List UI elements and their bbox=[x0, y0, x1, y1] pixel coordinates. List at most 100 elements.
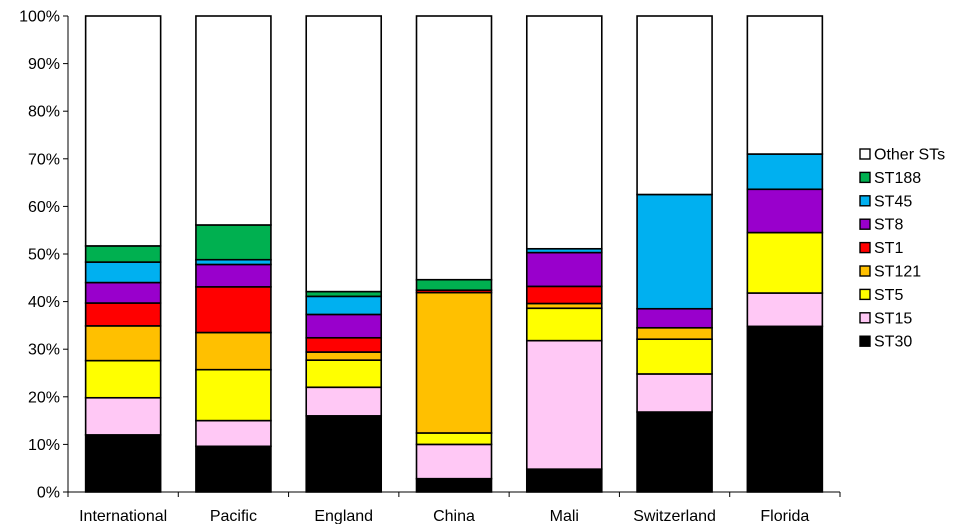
bar-segment-china-other-sts bbox=[415, 15, 493, 281]
bar-segment-china-st15 bbox=[415, 443, 493, 480]
bar-segment-florida-st30 bbox=[746, 325, 824, 493]
y-axis: 0% 10% 20% 30% 40% 50% 60% 70% 80% 90% 100% bbox=[19, 9, 69, 502]
bar-segment-switzerland-other-sts bbox=[636, 15, 713, 196]
legend-swatch-st45 bbox=[859, 195, 871, 207]
bar-segment-mali-st8 bbox=[525, 251, 603, 288]
bar-group-mali bbox=[525, 15, 603, 493]
x-tick-label-mali: Mali bbox=[550, 508, 579, 524]
legend-swatch-st121 bbox=[859, 265, 871, 277]
y-tick-label: 80% bbox=[28, 104, 60, 121]
legend-item-st45: ST45 bbox=[859, 193, 912, 210]
bar-group-florida bbox=[746, 15, 824, 493]
y-tick-label: 70% bbox=[28, 151, 60, 168]
bar-segment-pacific-st1 bbox=[195, 286, 272, 334]
x-axis: International Pacific England China Mali Swit… bbox=[67, 491, 841, 524]
legend-item-st30: ST30 bbox=[859, 334, 912, 351]
x-tick-label-switzerland: Switzerland bbox=[633, 508, 716, 524]
bar-segment-mali-st15 bbox=[525, 339, 603, 470]
bar-group-england bbox=[305, 15, 383, 493]
legend-label-st5: ST5 bbox=[874, 287, 903, 304]
legend-label-st121: ST121 bbox=[874, 264, 921, 281]
bar-segment-mali-other-sts bbox=[525, 15, 603, 250]
x-tick-label-pacific: Pacific bbox=[210, 508, 257, 524]
legend-label-st45: ST45 bbox=[874, 193, 912, 210]
bar-segment-international-st5 bbox=[84, 359, 162, 399]
bar-segment-china-st5 bbox=[415, 432, 493, 446]
bar-segment-england-st121 bbox=[305, 351, 383, 361]
y-tick-label: 90% bbox=[28, 56, 60, 73]
bar-segment-switzerland-st15 bbox=[636, 373, 713, 413]
x-tick-label-florida: Florida bbox=[760, 508, 809, 524]
bar-segment-pacific-st8 bbox=[195, 263, 272, 288]
y-tick-label: 0% bbox=[37, 485, 60, 502]
bar-segment-international-st188 bbox=[84, 245, 162, 263]
y-tick-label: 30% bbox=[28, 342, 60, 359]
bar-segment-florida-st15 bbox=[746, 292, 824, 328]
bar-segment-international-st1 bbox=[84, 302, 162, 327]
bar-segment-international-st121 bbox=[84, 325, 162, 362]
legend-swatch-st30 bbox=[859, 335, 871, 347]
legend-swatch-st188 bbox=[859, 171, 871, 184]
legend-item-st15: ST15 bbox=[859, 310, 912, 327]
bar-segment-pacific-other-sts bbox=[195, 15, 272, 226]
bar-segment-international-other-sts bbox=[84, 15, 162, 247]
bar-segment-pacific-st15 bbox=[195, 419, 272, 448]
bar-segment-switzerland-st30 bbox=[636, 411, 713, 493]
legend-label-st188: ST188 bbox=[874, 170, 921, 187]
bar-segment-mali-st30 bbox=[525, 468, 603, 493]
bar-segment-florida-st45 bbox=[746, 153, 824, 191]
legend-swatch-st8 bbox=[859, 218, 871, 230]
bar-segment-pacific-st121 bbox=[195, 331, 272, 371]
bar-group-china bbox=[415, 15, 493, 493]
y-tick-label: 20% bbox=[28, 389, 60, 406]
legend-label-st30: ST30 bbox=[874, 334, 912, 351]
bar-segment-england-st15 bbox=[305, 386, 383, 417]
bar-group-pacific bbox=[195, 15, 272, 493]
bar-segment-switzerland-st5 bbox=[636, 338, 713, 375]
legend-swatch-st1 bbox=[859, 241, 871, 254]
legend-item-st121: ST121 bbox=[859, 264, 921, 281]
bar-segment-international-st8 bbox=[84, 281, 162, 304]
legend-item-other-sts: Other STs bbox=[859, 147, 945, 164]
bar-segment-england-other-sts bbox=[305, 15, 383, 293]
bar-segment-switzerland-st8 bbox=[636, 307, 713, 329]
x-tick-label-international: International bbox=[79, 508, 167, 524]
bar-segment-international-st15 bbox=[84, 396, 162, 436]
x-tick-label-england: England bbox=[314, 508, 373, 524]
bar-segment-england-st8 bbox=[305, 313, 383, 339]
bar-segment-pacific-st5 bbox=[195, 368, 272, 422]
legend-label-st1: ST1 bbox=[874, 240, 903, 257]
bar-segment-china-st121 bbox=[415, 291, 493, 434]
bar-group-switzerland bbox=[636, 15, 713, 493]
bar-segment-florida-st5 bbox=[746, 231, 824, 294]
legend-swatch-st5 bbox=[859, 288, 871, 301]
bar-segment-florida-other-sts bbox=[746, 15, 824, 155]
legend-item-st1: ST1 bbox=[859, 240, 903, 257]
legend-item-st188: ST188 bbox=[859, 170, 921, 187]
legend-swatch-st15 bbox=[859, 312, 871, 324]
bar-segment-international-st30 bbox=[84, 434, 162, 493]
bar-segment-mali-st1 bbox=[525, 285, 603, 305]
bar-group-international bbox=[84, 15, 162, 493]
bar-segment-england-st5 bbox=[305, 359, 383, 389]
y-tick-label: 40% bbox=[28, 294, 60, 311]
legend-swatch-other-sts bbox=[859, 148, 871, 160]
legend-item-st8: ST8 bbox=[859, 217, 903, 234]
y-tick-label: 50% bbox=[28, 247, 60, 264]
x-tick-label-china: China bbox=[433, 508, 475, 524]
bars bbox=[84, 15, 824, 493]
y-tick-label: 10% bbox=[28, 437, 60, 454]
bar-segment-florida-st8 bbox=[746, 188, 824, 234]
bar-segment-pacific-st30 bbox=[195, 445, 272, 493]
bar-segment-switzerland-st121 bbox=[636, 326, 713, 341]
bar-segment-england-st45 bbox=[305, 295, 383, 316]
legend-label-st15: ST15 bbox=[874, 310, 912, 327]
bar-segment-china-st30 bbox=[415, 477, 493, 493]
y-tick-label: 100% bbox=[19, 9, 60, 26]
bar-segment-china-st188 bbox=[415, 278, 493, 291]
bar-segment-pacific-st188 bbox=[195, 224, 272, 261]
legend-item-st5: ST5 bbox=[859, 287, 903, 304]
legend-label-st8: ST8 bbox=[874, 217, 903, 234]
bar-segment-international-st45 bbox=[84, 261, 162, 284]
